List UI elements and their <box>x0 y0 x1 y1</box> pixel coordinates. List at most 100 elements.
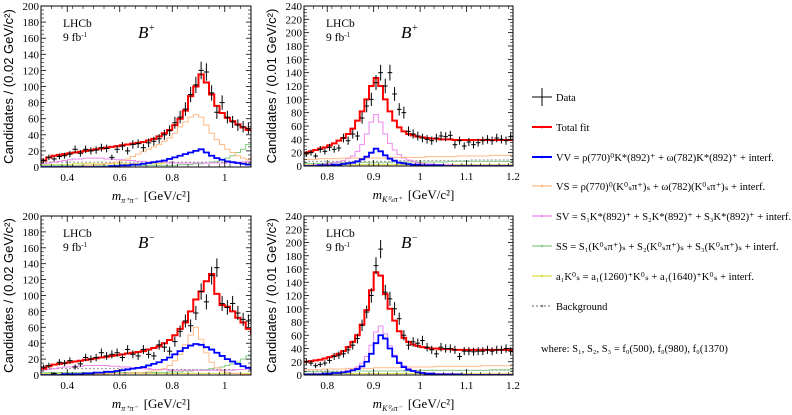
y-tick-label: 180 <box>286 41 303 53</box>
data-point <box>219 95 225 110</box>
charge-label-b: B <box>138 233 149 252</box>
data-point <box>322 360 328 366</box>
data-point <box>251 125 256 136</box>
data-point <box>93 146 99 154</box>
series-ss <box>304 160 513 164</box>
plot-area <box>41 61 261 167</box>
y-tick-label: 100 <box>23 82 40 94</box>
data-point <box>387 64 393 81</box>
data-point <box>308 360 314 366</box>
x-axis-unit: [GeV/c²] <box>408 187 454 202</box>
data-point <box>317 146 323 153</box>
legend-entry-bkg: Background <box>532 302 608 313</box>
x-tick-label: 0.9 <box>367 380 381 392</box>
charge-label: B+ <box>401 23 418 42</box>
data-point <box>56 359 62 366</box>
x-tick-label: 1 <box>222 172 228 184</box>
data-point <box>466 138 472 146</box>
y-tick-label: 80 <box>291 317 303 329</box>
y-tick-label: 80 <box>28 98 40 110</box>
y-tick-label: 80 <box>28 306 40 318</box>
series-vv <box>41 148 251 167</box>
x-axis: 0.8 0.9 1 1.1 1.2 <box>303 6 520 183</box>
data-point <box>331 146 337 153</box>
data-point <box>369 92 374 106</box>
x-axis-unit: [GeV/c²] <box>144 188 190 203</box>
x-axis-label: mK⁰ₛπ⁻ [GeV/c²] <box>373 396 455 413</box>
data-point <box>151 136 157 146</box>
y-tick-label: 60 <box>28 114 40 126</box>
data-point <box>434 350 439 358</box>
x-tick-label: 1 <box>417 380 423 392</box>
series-vs <box>41 114 251 167</box>
x-tick-label: 1.1 <box>460 171 474 183</box>
legend-dot-icon <box>540 155 544 159</box>
x-axis-sub: π⁺π⁻ <box>121 196 138 205</box>
series-sv <box>41 157 251 165</box>
data-point <box>114 348 120 357</box>
plot-area <box>41 258 261 375</box>
x-tick-label: 1.2 <box>506 380 520 392</box>
data-point <box>104 352 110 360</box>
data-point <box>313 363 318 369</box>
data-point <box>350 129 356 139</box>
legend-label: Data <box>556 93 576 104</box>
x-axis-var: m <box>373 396 382 411</box>
y-tick-label: 80 <box>291 108 303 120</box>
data-points <box>41 61 261 163</box>
y-tick-label: 100 <box>23 291 40 303</box>
panel-top-left: 0 20 40 60 80 100 120 140 160 180 200 0.4 0.6 0.8 1 Can… <box>1 1 261 205</box>
legend-entry-a1: a₁K⁰ₛ = a₁(1260)⁺K⁰ₛ + a₁(1640)⁺K⁰ₛ + in… <box>532 271 754 283</box>
y-tick-label: 0 <box>297 161 303 173</box>
experiment-label: LHCb <box>326 18 355 30</box>
data-point <box>382 284 388 300</box>
y-tick-label: 20 <box>291 357 303 369</box>
data-point <box>119 141 125 151</box>
series-total-fit <box>304 77 513 154</box>
data-point <box>457 136 462 145</box>
data-point <box>214 258 220 277</box>
data-point <box>336 351 342 359</box>
x-tick-label: 0.4 <box>60 380 74 392</box>
data-point <box>88 147 94 155</box>
data-point <box>438 342 444 352</box>
data-point <box>62 359 68 367</box>
y-tick-label: 20 <box>28 146 40 158</box>
data-point <box>140 345 146 355</box>
y-tick-label: 0 <box>34 370 40 382</box>
x-axis: 0.4 0.6 0.8 1 <box>40 6 252 184</box>
x-axis: 0.8 0.9 1 1.1 1.2 <box>303 216 520 392</box>
legend-dot-icon <box>540 244 544 248</box>
charge-label-b: B <box>401 23 412 42</box>
data-point <box>182 102 188 116</box>
legend-entry-vv: VV = ρ(770)⁰K*(892)⁺ + ω(782)K*(892)⁺ + … <box>532 152 774 164</box>
x-tick-label: 1.2 <box>506 171 520 183</box>
y-axis-label: Candidates / (0.02 GeV/c²) <box>1 9 16 164</box>
legend: Data Total fit VV = ρ(770)⁰K*(892)⁺ + ω(78… <box>532 88 791 355</box>
data-point <box>46 362 52 369</box>
y-tick-label: 120 <box>286 291 303 303</box>
data-point <box>167 346 173 356</box>
y-tick-label: 0 <box>34 162 40 174</box>
data-point <box>172 336 178 347</box>
data-point <box>518 341 523 350</box>
data-point <box>83 353 89 362</box>
y-axis-label: Candidates / (0.01 GeV/c²) <box>264 9 279 164</box>
data-point <box>245 314 251 328</box>
data-point <box>420 335 425 346</box>
data-point <box>125 147 131 155</box>
charge-label: B− <box>138 233 155 252</box>
data-point <box>256 330 261 341</box>
x-tick-label: 0.6 <box>113 380 127 392</box>
y-tick-label: 160 <box>23 33 40 45</box>
y-tick-label: 180 <box>23 17 40 29</box>
data-point <box>67 150 73 158</box>
x-axis-var: m <box>112 396 121 411</box>
data-point <box>256 119 261 131</box>
data-point <box>51 372 57 375</box>
data-point <box>387 291 393 306</box>
data-point <box>480 136 486 145</box>
data-point <box>177 325 183 338</box>
data-point <box>235 119 241 131</box>
data-point <box>522 346 527 354</box>
